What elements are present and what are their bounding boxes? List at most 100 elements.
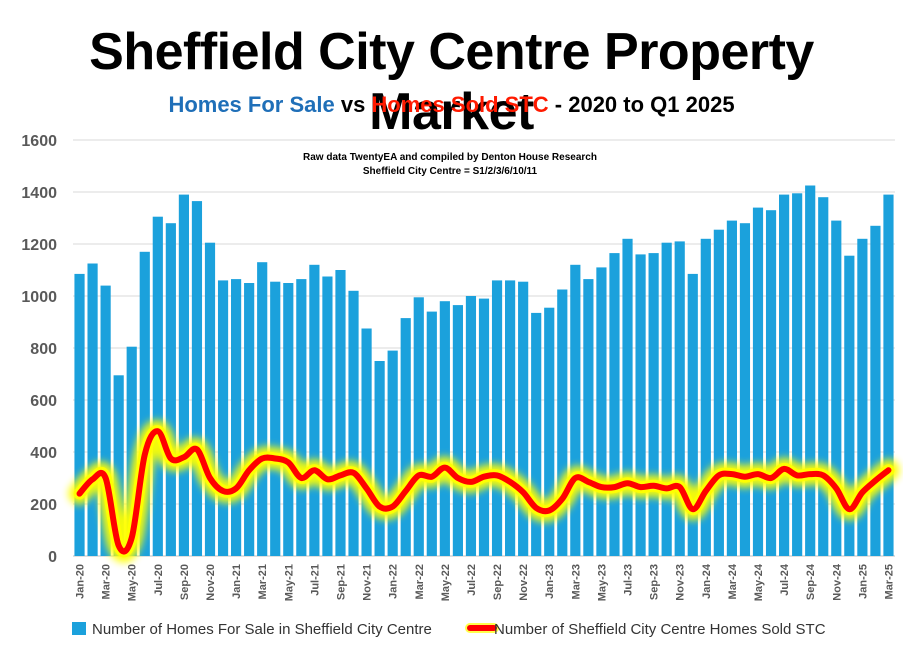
- x-tick-label: May-20: [127, 564, 139, 601]
- bar: [661, 242, 672, 556]
- x-tick-label: May-24: [753, 563, 765, 601]
- bar: [165, 223, 176, 556]
- bar: [831, 220, 842, 556]
- subtitle-sold-stc: Homes Sold STC: [371, 92, 549, 117]
- bar: [844, 255, 855, 556]
- bar: [452, 305, 463, 556]
- x-tick-label: Mar-20: [101, 564, 113, 599]
- x-tick-label: Jan-23: [544, 564, 556, 599]
- chart-title: Sheffield City Centre Property Market: [89, 23, 814, 141]
- bar: [583, 279, 594, 556]
- subtitle-period: - 2020 to Q1 2025: [548, 92, 735, 117]
- x-tick-label: Sep-20: [179, 564, 191, 600]
- bar: [713, 229, 724, 556]
- bar: [74, 273, 85, 556]
- bar: [113, 375, 124, 556]
- bar: [570, 264, 581, 556]
- bar: [374, 361, 385, 556]
- annotation-line-1: Raw data TwentyEA and compiled by Denton…: [303, 152, 597, 163]
- x-tick-label: Mar-22: [414, 564, 426, 599]
- bar: [752, 207, 764, 556]
- bar: [244, 283, 255, 556]
- bar: [296, 279, 307, 556]
- x-tick-label: Jul-20: [153, 564, 165, 596]
- bar: [348, 290, 359, 556]
- x-tick-label: Sep-24: [805, 563, 817, 600]
- bar: [387, 350, 398, 556]
- x-tick-label: Sep-23: [649, 564, 661, 600]
- bar: [518, 281, 529, 556]
- legend: Number of Homes For Sale in Sheffield Ci…: [72, 621, 826, 638]
- bar-series: [74, 185, 894, 557]
- bar: [792, 193, 803, 557]
- y-tick-label: 600: [30, 393, 57, 410]
- x-tick-label: Jul-22: [466, 564, 478, 596]
- x-tick-label: Jul-24: [779, 563, 791, 596]
- bar: [557, 289, 568, 556]
- bar: [465, 296, 477, 556]
- bar: [779, 194, 790, 556]
- bar: [139, 251, 150, 557]
- bar: [191, 201, 203, 556]
- bar: [622, 238, 633, 557]
- bar: [739, 223, 751, 556]
- line-sold-stc: [76, 428, 892, 555]
- x-tick-label: May-21: [283, 564, 295, 601]
- bar: [217, 280, 229, 556]
- y-tick-label: 1400: [21, 185, 57, 202]
- bar: [400, 318, 411, 556]
- bar: [700, 238, 711, 557]
- bar: [857, 238, 868, 557]
- x-tick-label: Jul-21: [309, 564, 321, 596]
- x-tick-label: Mar-24: [727, 563, 739, 599]
- bar: [674, 241, 685, 556]
- x-tick-label: Nov-24: [831, 563, 843, 601]
- bar: [87, 263, 98, 556]
- bar: [648, 253, 659, 556]
- bar: [635, 254, 646, 556]
- bar: [805, 185, 816, 556]
- bar: [283, 283, 294, 556]
- bar: [231, 279, 242, 556]
- x-tick-label: Nov-23: [675, 564, 687, 601]
- y-tick-label: 200: [30, 497, 57, 514]
- bar: [152, 216, 163, 556]
- bar: [478, 298, 490, 556]
- bar: [270, 281, 281, 556]
- bar: [257, 262, 268, 556]
- bar: [505, 280, 516, 556]
- y-tick-label: 800: [30, 341, 57, 358]
- annotation: Raw data TwentyEA and compiled by Denton…: [303, 152, 597, 177]
- x-tick-label: Mar-25: [883, 564, 895, 599]
- bar: [126, 346, 137, 556]
- x-tick-label: Sep-21: [335, 564, 347, 600]
- bar: [818, 197, 829, 556]
- bar: [883, 194, 894, 556]
- bar: [544, 307, 555, 556]
- y-tick-label: 1000: [21, 289, 57, 306]
- x-tick-label: Nov-21: [362, 564, 374, 601]
- x-tick-label: Mar-23: [570, 564, 582, 599]
- x-tick-label: Nov-22: [518, 564, 530, 601]
- x-tick-label: Sep-22: [492, 564, 504, 600]
- bar: [322, 276, 333, 556]
- x-axis: Jan-20 Mar-20 May-20 Jul-20 Sep-20 Nov-20 Jan-…: [75, 563, 896, 601]
- y-tick-label: 1600: [21, 133, 57, 150]
- bar: [361, 328, 372, 556]
- x-tick-label: Jul-23: [623, 564, 635, 596]
- x-tick-label: Nov-20: [205, 564, 217, 601]
- bar: [309, 264, 320, 556]
- bar: [726, 220, 737, 556]
- bar: [687, 273, 698, 556]
- x-tick-label: May-22: [440, 564, 452, 601]
- chart-subtitle: Homes For Sale vs Homes Sold STC - 2020 …: [0, 92, 903, 118]
- y-tick-label: 400: [30, 445, 57, 462]
- subtitle-vs: vs: [334, 92, 372, 117]
- x-tick-label: May-23: [596, 564, 608, 601]
- x-tick-label: Jan-20: [75, 564, 87, 599]
- bar: [426, 311, 437, 556]
- legend-label-sold-stc: Number of Sheffield City Centre Homes So…: [494, 621, 826, 638]
- bar: [765, 210, 777, 556]
- y-axis: 0 200 400 600 800 1000 1200 1400 1600: [21, 133, 57, 566]
